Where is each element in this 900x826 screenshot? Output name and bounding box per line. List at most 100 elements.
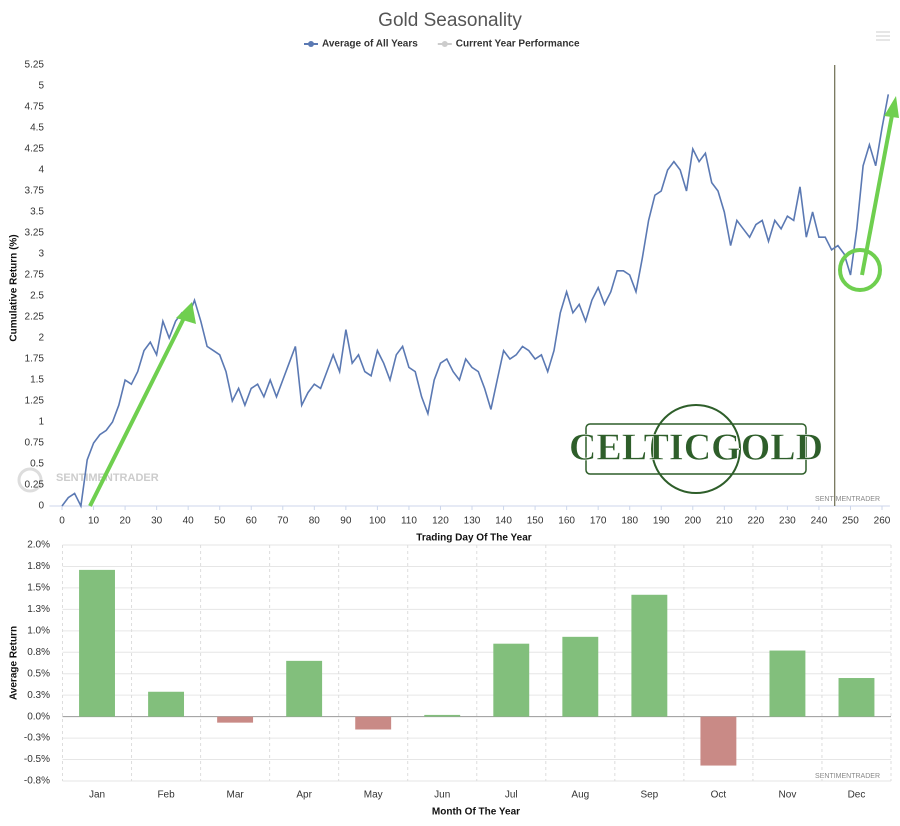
x-tick-label: 90 xyxy=(340,516,352,527)
x-tick-label: Sep xyxy=(640,790,658,801)
x-tick-label: 0 xyxy=(59,516,65,527)
x-tick-label: 200 xyxy=(684,516,701,527)
x-tick-label: 50 xyxy=(214,516,226,527)
data-line xyxy=(61,94,890,509)
bar xyxy=(838,678,875,717)
y-tick-label: 0.0% xyxy=(27,711,50,722)
y-tick-label: -0.3% xyxy=(24,733,50,744)
x-tick-label: 230 xyxy=(779,516,796,527)
y-tick-label: 1.25 xyxy=(25,396,45,407)
arrowhead xyxy=(176,302,196,324)
y-tick-label: 0.75 xyxy=(25,438,45,449)
bar xyxy=(700,716,737,766)
y-tick-label: 1.3% xyxy=(27,604,50,615)
x-tick-label: Dec xyxy=(848,790,866,801)
x-axis-title: Month Of The Year xyxy=(432,807,520,818)
y-tick-label: 2.0% xyxy=(27,540,50,551)
bar xyxy=(769,650,806,717)
x-tick-label: Feb xyxy=(157,790,175,801)
y-tick-label: 0.3% xyxy=(27,690,50,701)
x-tick-label: 170 xyxy=(590,516,607,527)
bar xyxy=(355,716,392,730)
x-tick-label: Mar xyxy=(226,790,244,801)
y-tick-label: 3.25 xyxy=(25,228,45,239)
logo-knot xyxy=(651,404,741,494)
watermark: SENTIMENTRADER xyxy=(56,472,159,484)
x-tick-label: 100 xyxy=(369,516,386,527)
y-tick-label: 5.25 xyxy=(25,60,45,71)
y-tick-label: 3 xyxy=(38,249,44,260)
y-tick-label: 1.5% xyxy=(27,583,50,594)
x-tick-label: 260 xyxy=(874,516,891,527)
menu-icon[interactable] xyxy=(876,31,890,41)
legend-label[interactable]: Current Year Performance xyxy=(456,39,580,50)
y-tick-label: 2 xyxy=(38,333,44,344)
legend-label[interactable]: Average of All Years xyxy=(322,39,418,50)
x-tick-label: 40 xyxy=(183,516,195,527)
y-tick-label: 1.8% xyxy=(27,561,50,572)
x-tick-label: 150 xyxy=(527,516,544,527)
y-tick-label: 4 xyxy=(38,165,44,176)
chart-title: Gold Seasonality xyxy=(378,10,522,31)
x-tick-label: 220 xyxy=(748,516,765,527)
bar xyxy=(631,594,668,717)
legend-marker xyxy=(441,41,448,47)
x-tick-label: 160 xyxy=(558,516,575,527)
y-tick-label: 3.75 xyxy=(25,186,45,197)
bar xyxy=(148,691,185,717)
logo: CELTICGOLD xyxy=(569,427,823,469)
y-axis-title: Cumulative Return (%) xyxy=(9,234,20,341)
y-tick-label: 0.8% xyxy=(27,647,50,658)
y-tick-label: 0.5 xyxy=(30,459,44,470)
watermark-icon xyxy=(17,467,43,493)
x-tick-label: 10 xyxy=(88,516,100,527)
x-tick-label: Jun xyxy=(434,790,450,801)
x-tick-label: Jan xyxy=(89,790,105,801)
x-tick-label: Jul xyxy=(505,790,518,801)
highlight-circle xyxy=(838,248,882,292)
x-tick-label: 70 xyxy=(277,516,289,527)
x-tick-label: 120 xyxy=(432,516,449,527)
bar xyxy=(493,643,530,717)
y-tick-label: 3.5 xyxy=(30,207,44,218)
arrowhead xyxy=(884,96,899,118)
x-tick-label: 60 xyxy=(246,516,258,527)
y-tick-label: 2.75 xyxy=(25,270,45,281)
x-tick-label: 80 xyxy=(309,516,321,527)
y-axis-title: Average Return xyxy=(9,626,20,700)
y-tick-label: -0.5% xyxy=(24,754,50,765)
y-tick-label: 1.5 xyxy=(30,375,44,386)
y-tick-label: 2.25 xyxy=(25,312,45,323)
y-tick-label: 1 xyxy=(38,417,44,428)
bar xyxy=(217,716,254,723)
y-tick-label: 0.5% xyxy=(27,668,50,679)
x-tick-label: 110 xyxy=(401,516,417,527)
x-tick-label: 130 xyxy=(464,516,481,527)
x-tick-label: 180 xyxy=(621,516,638,527)
y-tick-label: 0 xyxy=(38,501,44,512)
y-tick-label: 4.25 xyxy=(25,144,45,155)
source: SENTIMENTRADER xyxy=(815,773,880,780)
y-tick-label: 1.0% xyxy=(27,625,50,636)
x-tick-label: 250 xyxy=(842,516,859,527)
x-tick-label: Aug xyxy=(571,790,589,801)
source: SENTIMENTRADER xyxy=(815,496,880,503)
x-axis-title: Trading Day Of The Year xyxy=(416,533,532,544)
arrow xyxy=(860,109,895,276)
bar xyxy=(562,636,599,717)
legend-marker xyxy=(308,41,314,47)
x-tick-label: 190 xyxy=(653,516,670,527)
y-tick-label: 4.75 xyxy=(25,102,45,113)
bar xyxy=(79,569,115,717)
y-tick-label: -0.8% xyxy=(24,776,50,787)
x-tick-label: 240 xyxy=(811,516,828,527)
x-tick-label: Oct xyxy=(711,790,727,801)
x-tick-label: Apr xyxy=(296,790,312,801)
y-tick-label: 1.75 xyxy=(25,354,45,365)
arrow xyxy=(88,309,190,507)
x-tick-label: 20 xyxy=(120,516,132,527)
y-tick-label: 5 xyxy=(38,81,44,92)
x-tick-label: Nov xyxy=(779,790,797,801)
x-tick-label: 140 xyxy=(495,516,512,527)
